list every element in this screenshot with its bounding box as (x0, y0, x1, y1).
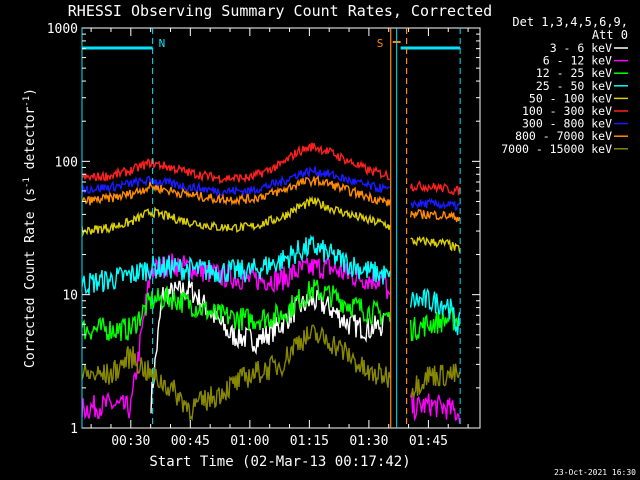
series-100-300-kev (81, 142, 461, 196)
series-line (81, 175, 391, 207)
series-line (81, 142, 391, 185)
legend-entry-label: 50 - 100 keV (529, 91, 612, 105)
series-12-25-kev (81, 279, 461, 342)
legend-entry-label: 3 - 6 keV (550, 41, 612, 55)
legend-entry-label: 300 - 800 keV (522, 117, 612, 131)
series-line (410, 197, 461, 211)
series-layer (81, 142, 461, 424)
y-tick-label: 10 (62, 289, 78, 304)
series-25-50-kev (81, 234, 461, 336)
x-tick-label: 00:30 (111, 434, 150, 449)
series-line (81, 195, 391, 237)
legend-header-line2: Att 0 (592, 28, 628, 42)
series-line (410, 235, 461, 253)
y-axis-label-main: Corrected Count Rate (s (23, 188, 38, 368)
legend-entry-label: 12 - 25 keV (536, 66, 612, 80)
x-tick-label: 01:30 (349, 434, 388, 449)
chart-title: RHESSI Observing Summary Count Rates, Co… (68, 2, 492, 20)
series-line (409, 287, 461, 336)
series-300-800-kev (81, 166, 461, 211)
series-line (410, 363, 461, 398)
legend-entry-label: 100 - 300 keV (522, 104, 612, 118)
legend-header-line1: Det 1,3,4,5,6,9, (512, 15, 628, 29)
y-axis-label-mid: detector (23, 107, 38, 178)
series-line (81, 253, 391, 420)
y-axis-label-sup1: -1 (22, 177, 32, 188)
legend-entry-label: 25 - 50 keV (536, 79, 612, 93)
legend-entry-label: 800 - 7000 keV (515, 129, 612, 143)
series-50-100-kev (81, 195, 461, 253)
x-axis-label: Start Time (02-Mar-13 00:17:42) (149, 454, 410, 470)
y-axis-label: Corrected Count Rate (s-1 detector-1) (22, 88, 38, 368)
legend-entry-label: 6 - 12 keV (543, 54, 612, 68)
series-line (409, 306, 461, 342)
series-6-12-kev (81, 253, 461, 424)
legend-entry-label: 7000 - 15000 keV (501, 142, 612, 156)
series-line (150, 278, 385, 414)
x-axis: 00:30 00:45 01:00 01:15 01:30 01:45 (90, 28, 469, 449)
x-tick-label: 01:15 (290, 434, 329, 449)
y-tick-label: 1 (70, 422, 78, 437)
x-tick-label: 01:45 (409, 434, 448, 449)
series-line (409, 179, 461, 196)
y-axis-label-sup2: -1 (22, 96, 32, 107)
y-tick-label: 100 (55, 155, 78, 170)
series-line (81, 279, 391, 341)
series-line (81, 324, 391, 422)
series-line (409, 392, 461, 424)
series-3-6-kev (150, 278, 385, 414)
x-tick-label: 01:00 (230, 434, 269, 449)
series-line (409, 208, 461, 223)
y-tick-label: 1000 (47, 22, 78, 37)
x-tick-label: 00:45 (171, 434, 210, 449)
marker-label-n: N (159, 37, 166, 50)
series-line (81, 166, 391, 198)
footer-date: 23-Oct-2021 16:30 (554, 468, 636, 477)
y-axis: 1 10 100 1000 (47, 22, 480, 437)
series-line (81, 234, 391, 295)
y-axis-label-end: ) (23, 88, 38, 96)
series-7000-15000-kev (81, 324, 461, 422)
marker-label-s: S (377, 37, 384, 50)
series-800-7000-kev (81, 175, 461, 223)
